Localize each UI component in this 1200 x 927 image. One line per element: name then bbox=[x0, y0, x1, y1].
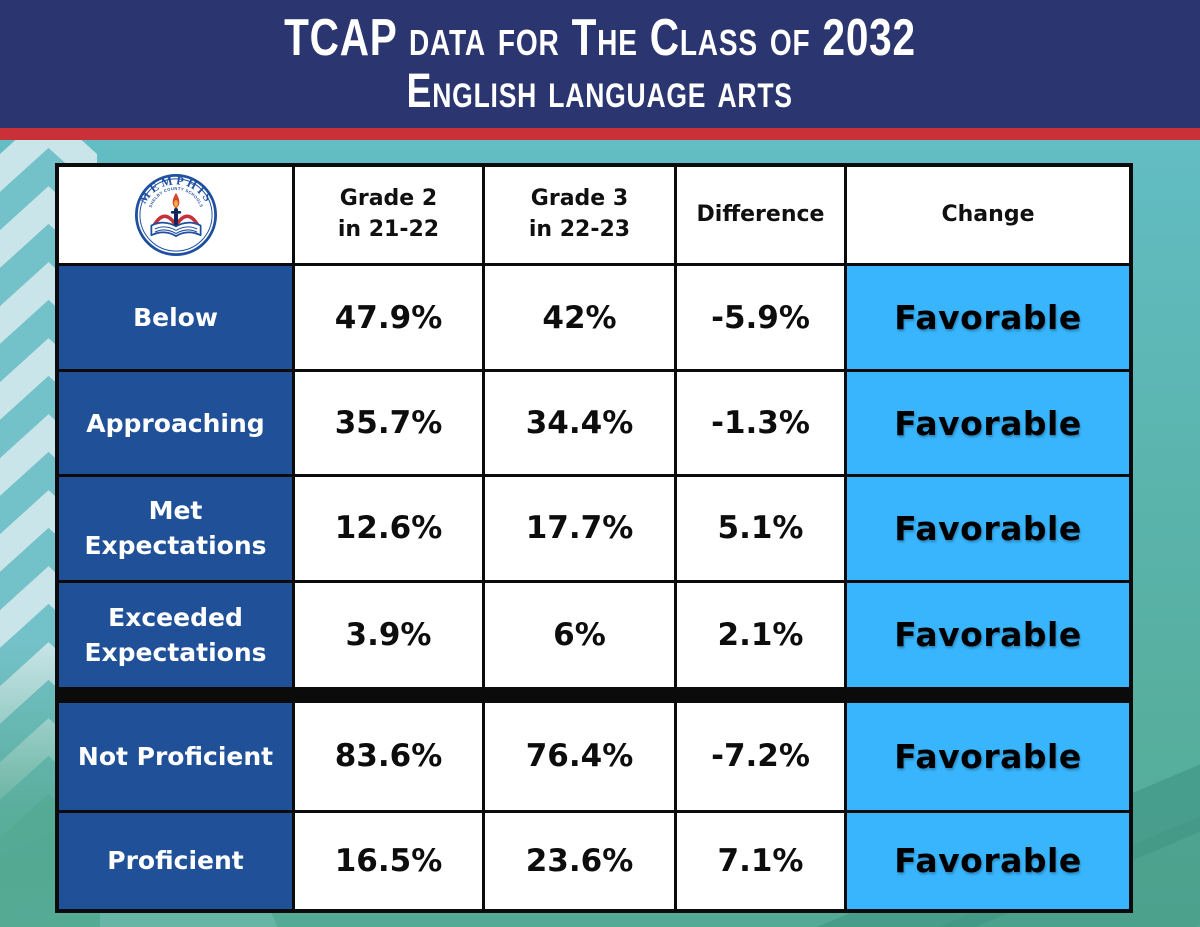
change-badge: Favorable bbox=[847, 812, 1129, 909]
value-cell: 47.9% bbox=[295, 266, 482, 369]
difference-cell: 5.1% bbox=[677, 477, 844, 580]
value-cell: 17.7% bbox=[485, 477, 674, 580]
value-cell: 23.6% bbox=[485, 812, 674, 909]
change-badge: Favorable bbox=[847, 371, 1129, 475]
change-badge: Favorable bbox=[847, 582, 1129, 688]
value-cell: 35.7% bbox=[295, 371, 482, 475]
value-cell: 83.6% bbox=[295, 703, 482, 810]
difference-cell: 7.1% bbox=[677, 812, 844, 909]
page-title-line1: TCAP data for The Class of 2032 bbox=[284, 9, 916, 67]
value-cell: 6% bbox=[485, 582, 674, 688]
difference-cell: -5.9% bbox=[677, 266, 844, 369]
difference-cell: 2.1% bbox=[677, 582, 844, 688]
difference-cell: -7.2% bbox=[677, 703, 844, 810]
column-header-grade3: Grade 3 in 22-23 bbox=[485, 167, 674, 264]
row-label-approaching: Approaching bbox=[59, 371, 292, 475]
logo-header-cell: MEMPHIS SHELBY COUNTY SCHOOLS bbox=[59, 167, 292, 264]
column-header-change: Change bbox=[847, 167, 1129, 264]
value-cell: 42% bbox=[485, 266, 674, 369]
row-label-below: Below bbox=[59, 266, 292, 369]
change-badge: Favorable bbox=[847, 703, 1129, 810]
red-divider-stripe bbox=[0, 128, 1200, 140]
column-header-line: Difference bbox=[696, 201, 825, 227]
change-badge: Favorable bbox=[847, 266, 1129, 369]
change-badge: Favorable bbox=[847, 477, 1129, 580]
column-header-grade2: Grade 2 in 21-22 bbox=[295, 167, 482, 264]
column-header-line: Grade 3 bbox=[530, 186, 629, 212]
title-banner: TCAP data for The Class of 2032 English … bbox=[0, 0, 1200, 128]
tcap-data-table: MEMPHIS SHELBY COUNTY SCHOOLS Grade 2 in… bbox=[55, 163, 1133, 913]
value-cell: 12.6% bbox=[295, 477, 482, 580]
row-label-not-proficient: Not Proficient bbox=[59, 703, 292, 810]
memphis-schools-seal-icon: MEMPHIS SHELBY COUNTY SCHOOLS bbox=[134, 173, 217, 257]
column-header-line: in 21-22 bbox=[337, 217, 440, 243]
value-cell: 34.4% bbox=[485, 371, 674, 475]
difference-cell: -1.3% bbox=[677, 371, 844, 475]
column-header-line: Change bbox=[941, 201, 1035, 227]
row-label-met-expectations: Met Expectations bbox=[59, 477, 292, 580]
row-label-exceeded-expectations: Exceeded Expectations bbox=[59, 582, 292, 688]
section-divider bbox=[59, 690, 1129, 701]
page-title-line2: English language arts bbox=[406, 65, 794, 119]
row-label-proficient: Proficient bbox=[59, 812, 292, 909]
column-header-line: Grade 2 bbox=[339, 186, 438, 212]
value-cell: 76.4% bbox=[485, 703, 674, 810]
column-header-line: in 22-23 bbox=[528, 217, 631, 243]
value-cell: 3.9% bbox=[295, 582, 482, 688]
value-cell: 16.5% bbox=[295, 812, 482, 909]
column-header-difference: Difference bbox=[677, 167, 844, 264]
